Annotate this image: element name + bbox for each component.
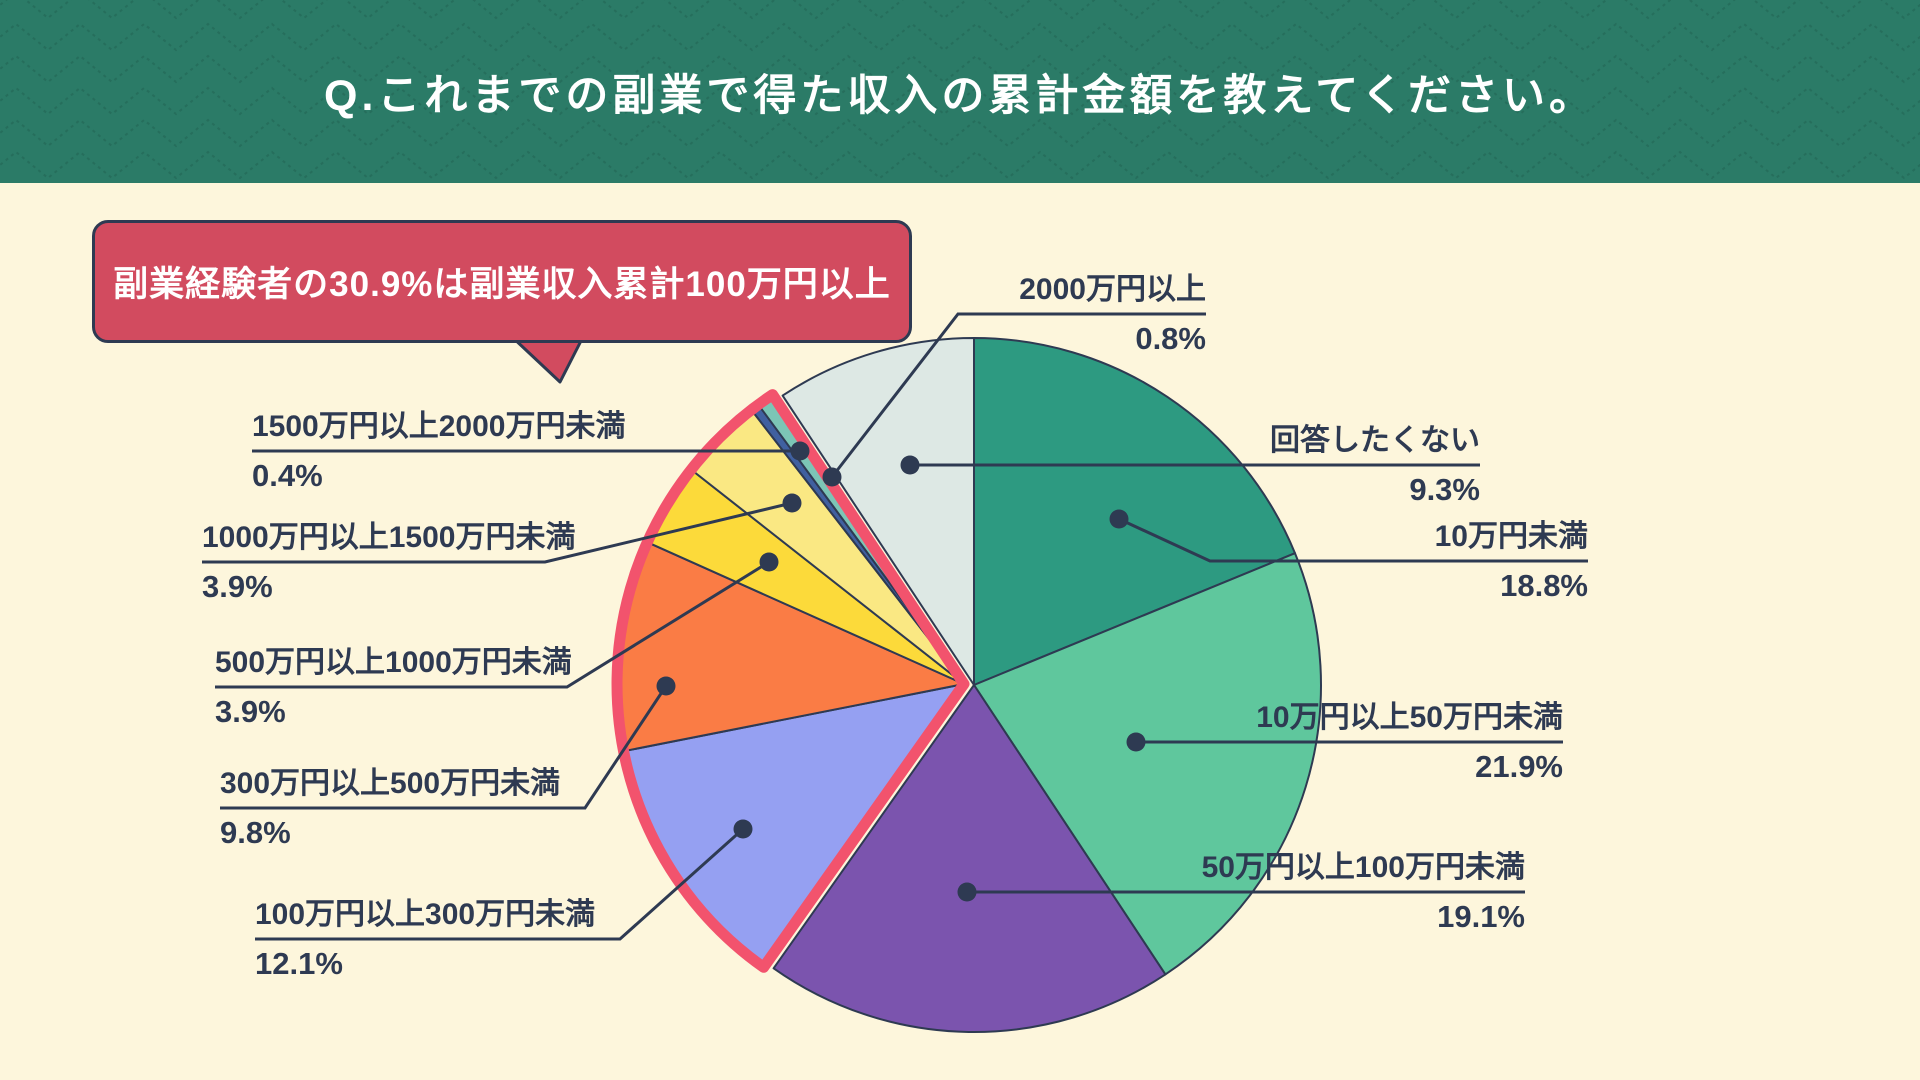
slice-label-2: 50万円以上100万円未満 — [1201, 851, 1525, 884]
header-banner: Q.これまでの副業で得た収入の累計金額を教えてください。 — [0, 0, 1920, 183]
zigzag-row — [0, 22, 1920, 52]
pie-slice-2 — [772, 684, 1167, 1033]
label-dot-5 — [759, 552, 779, 572]
slice-pct-4: 9.8% — [220, 815, 291, 850]
pie-slice-1 — [973, 552, 1322, 976]
label-dot-1 — [1126, 732, 1146, 752]
label-dot-0 — [1109, 509, 1129, 529]
label-dot-6 — [782, 493, 802, 513]
label-connector-5 — [215, 560, 770, 689]
callout-text: 副業経験者の30.9%は副業収入累計100万円以上 — [113, 265, 891, 304]
slice-label-0: 10万円未満 — [1434, 520, 1588, 553]
slice-label-8: 2000万円以上 — [1019, 273, 1206, 306]
slice-label-5: 500万円以上1000万円未満 — [215, 646, 572, 679]
label-connector-0 — [1118, 517, 1588, 563]
label-connector-8 — [830, 312, 1206, 478]
zigzag-pattern — [0, 0, 1920, 180]
slice-pct-9: 9.3% — [1409, 472, 1480, 507]
zigzag-row — [0, 150, 1920, 180]
pie-slice-0 — [973, 337, 1296, 686]
zigzag-row — [0, 86, 1920, 116]
label-connector-3 — [255, 827, 744, 941]
slice-pct-0: 18.8% — [1500, 568, 1588, 603]
slice-label-4: 300万円以上500万円未満 — [220, 767, 561, 800]
label-dot-2 — [957, 882, 977, 902]
slice-pct-5: 3.9% — [215, 694, 286, 729]
label-dot-7 — [790, 441, 810, 461]
slice-label-7: 1500万円以上2000万円未満 — [252, 410, 626, 443]
zigzag-row — [0, 54, 1920, 84]
slice-label-9: 回答したくない — [1270, 424, 1480, 457]
slice-pct-6: 3.9% — [202, 569, 273, 604]
zigzag-row — [0, 118, 1920, 148]
label-connector-6 — [202, 501, 793, 564]
slice-pct-7: 0.4% — [252, 458, 323, 493]
zigzag-row — [0, 0, 1920, 20]
highlight-group-outline — [611, 389, 970, 973]
label-dot-4 — [656, 676, 676, 696]
slice-pct-2: 19.1% — [1437, 899, 1525, 934]
slice-label-6: 1000万円以上1500万円未満 — [202, 521, 576, 554]
label-dot-9 — [900, 455, 920, 475]
slice-label-3: 100万円以上300万円未満 — [255, 898, 596, 931]
page-title: Q.これまでの副業で得た収入の累計金額を教えてください。 — [324, 71, 1596, 120]
slice-pct-1: 21.9% — [1475, 749, 1563, 784]
slice-pct-8: 0.8% — [1135, 321, 1206, 356]
label-dot-3 — [733, 819, 753, 839]
pie-slice-9 — [781, 337, 975, 686]
slice-label-1: 10万円以上50万円未満 — [1256, 701, 1563, 734]
label-dot-8 — [822, 467, 842, 487]
slice-pct-3: 12.1% — [255, 946, 343, 981]
callout-bubble: 副業経験者の30.9%は副業収入累計100万円以上 — [92, 220, 912, 343]
label-connector-4 — [220, 685, 668, 810]
